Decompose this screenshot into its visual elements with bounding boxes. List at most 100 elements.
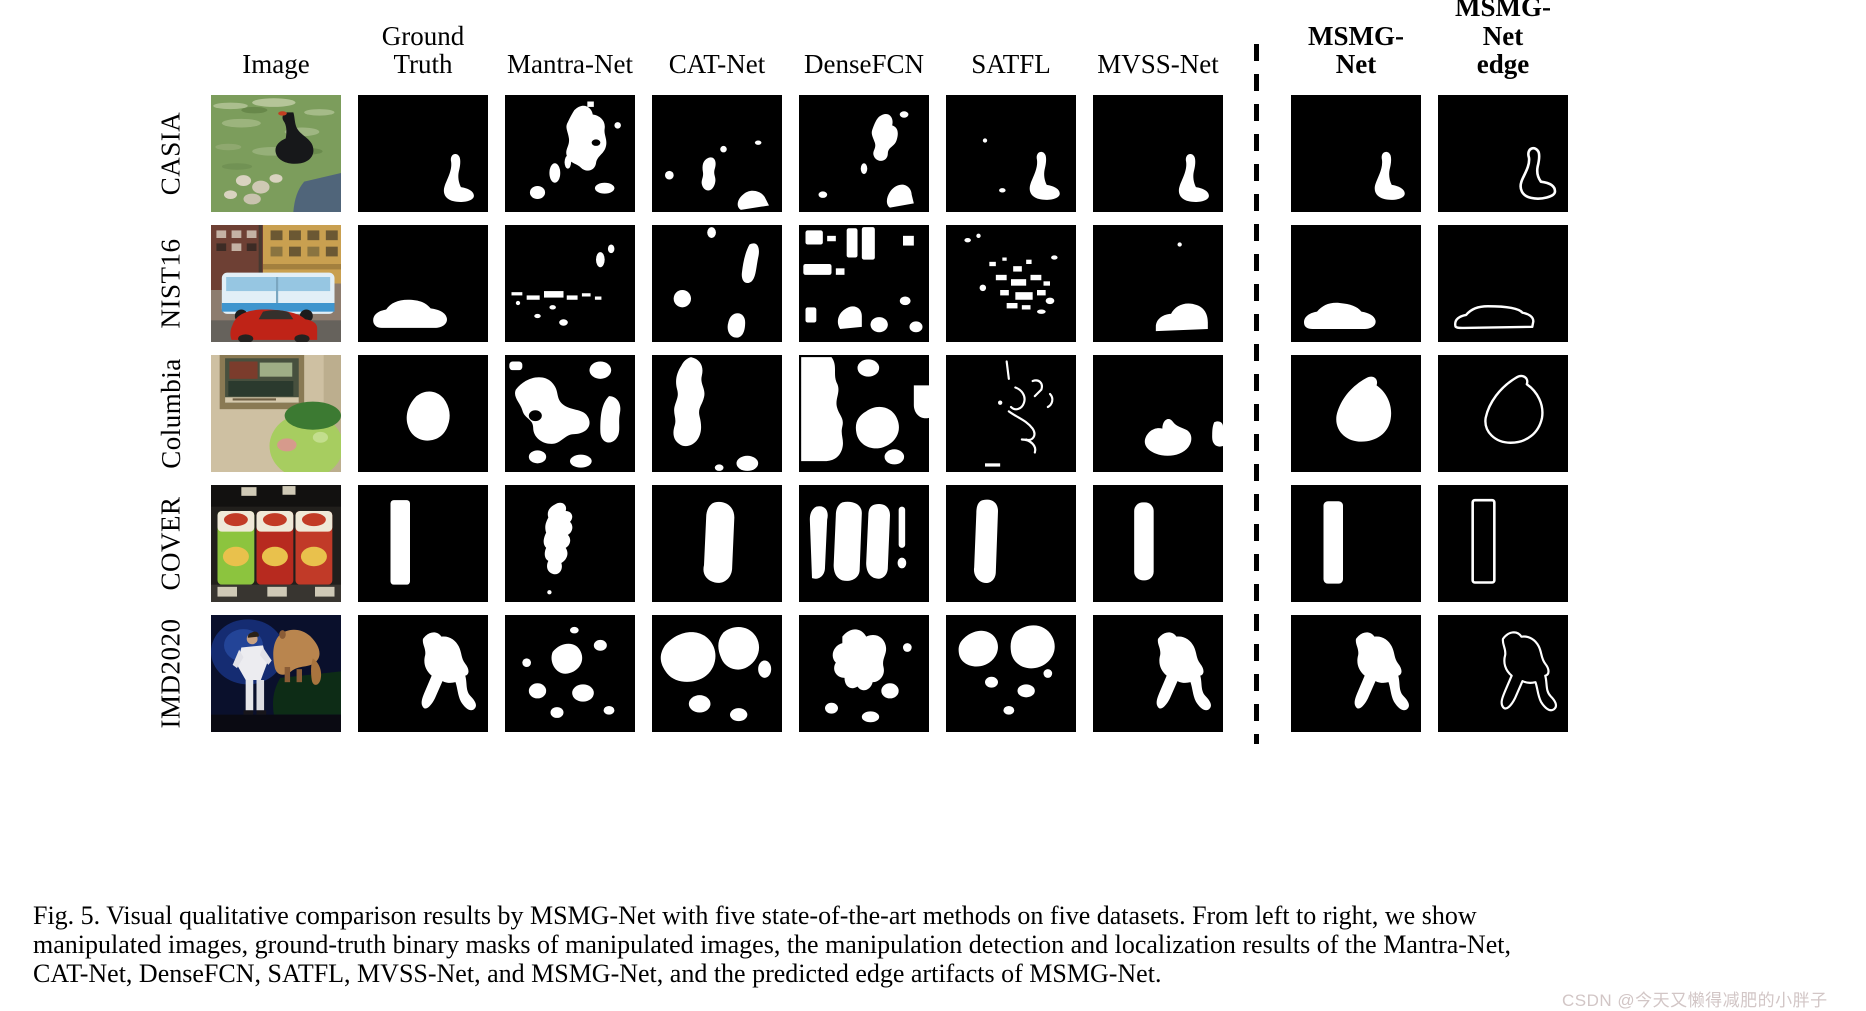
- mask-columbia-satfl: [946, 355, 1076, 472]
- mask-graphic: [799, 355, 929, 472]
- figure-caption: Fig. 5. Visual qualitative comparison re…: [33, 901, 1511, 988]
- mask-imd2020-msmg: [1291, 615, 1421, 732]
- mask-casia-satfl: [946, 95, 1076, 212]
- row-label-columbia: Columbia: [148, 355, 194, 472]
- mask-casia-dense: [799, 95, 929, 212]
- row-label-cover: COVER: [148, 485, 194, 602]
- photo-graphic: [211, 95, 341, 212]
- caption-line-2: manipulated images, ground-truth binary …: [33, 930, 1511, 959]
- mask-columbia-edge: [1438, 355, 1568, 472]
- mask-graphic: [652, 485, 782, 602]
- mask-graphic: [946, 225, 1076, 342]
- row-label-text: IMD2020: [155, 618, 186, 729]
- mask-casia-gt: [358, 95, 488, 212]
- mask-nist16-cat: [652, 225, 782, 342]
- mask-casia-mantra: [505, 95, 635, 212]
- mask-nist16-edge: [1438, 225, 1568, 342]
- photo-casia: [211, 95, 341, 212]
- row-label-text: CASIA: [155, 111, 186, 196]
- mask-imd2020-mvss: [1093, 615, 1223, 732]
- mask-casia-msmg: [1291, 95, 1421, 212]
- column-header-mantra: Mantra-Net: [507, 49, 633, 80]
- mask-imd2020-gt: [358, 615, 488, 732]
- row-label-imd2020: IMD2020: [148, 615, 194, 732]
- mask-graphic: [1291, 615, 1421, 732]
- mask-graphic: [1438, 355, 1568, 472]
- column-divider-dashed-line: [1254, 44, 1259, 744]
- mask-graphic: [358, 225, 488, 342]
- photo-columbia: [211, 355, 341, 472]
- column-header-msmg: MSMG-Net: [1308, 20, 1404, 80]
- photo-graphic: [211, 485, 341, 602]
- comparison-grid: Image Ground Truth Mantra-Net CAT-Net DenseF…: [148, 0, 1568, 732]
- mask-graphic: [799, 485, 929, 602]
- mask-graphic: [652, 355, 782, 472]
- mask-graphic: [1438, 225, 1568, 342]
- mask-graphic: [1093, 615, 1223, 732]
- mask-graphic: [505, 95, 635, 212]
- mask-graphic: [1291, 355, 1421, 472]
- column-header-edge: MSMG-Net edge: [1455, 0, 1551, 80]
- row-label-casia: CASIA: [148, 95, 194, 212]
- photo-graphic: [211, 355, 341, 472]
- mask-graphic: [1438, 95, 1568, 212]
- mask-columbia-gt: [358, 355, 488, 472]
- mask-graphic: [1291, 95, 1421, 212]
- mask-cover-satfl: [946, 485, 1076, 602]
- mask-cover-edge: [1438, 485, 1568, 602]
- mask-graphic: [505, 615, 635, 732]
- mask-graphic: [946, 355, 1076, 472]
- mask-casia-cat: [652, 95, 782, 212]
- mask-imd2020-mantra: [505, 615, 635, 732]
- mask-graphic: [505, 485, 635, 602]
- mask-graphic: [505, 225, 635, 342]
- mask-graphic: [1093, 355, 1223, 472]
- column-header-cat: CAT-Net: [668, 49, 766, 80]
- mask-cover-mvss: [1093, 485, 1223, 602]
- comparison-figure: Image Ground Truth Mantra-Net CAT-Net DenseF…: [148, 0, 1568, 744]
- photo-imd2020: [211, 615, 341, 732]
- mask-columbia-dense: [799, 355, 929, 472]
- mask-nist16-mantra: [505, 225, 635, 342]
- mask-imd2020-edge: [1438, 615, 1568, 732]
- mask-casia-edge: [1438, 95, 1568, 212]
- column-header-gt: Ground Truth: [381, 20, 465, 80]
- mask-graphic: [652, 95, 782, 212]
- mask-graphic: [1093, 225, 1223, 342]
- mask-imd2020-cat: [652, 615, 782, 732]
- watermark: CSDN @今天又懒得减肥的小胖子: [1562, 991, 1828, 1010]
- mask-columbia-msmg: [1291, 355, 1421, 472]
- mask-cover-msmg: [1291, 485, 1421, 602]
- mask-columbia-cat: [652, 355, 782, 472]
- mask-graphic: [505, 355, 635, 472]
- column-header-mvss: MVSS-Net: [1097, 49, 1219, 80]
- column-header-satfl: SATFL: [971, 49, 1051, 80]
- column-header-dense: DenseFCN: [804, 49, 924, 80]
- photo-cover: [211, 485, 341, 602]
- mask-nist16-msmg: [1291, 225, 1421, 342]
- mask-graphic: [946, 95, 1076, 212]
- mask-graphic: [652, 225, 782, 342]
- row-label-nist16: NIST16: [148, 225, 194, 342]
- mask-cover-cat: [652, 485, 782, 602]
- caption-line-3: CAT-Net, DenseFCN, SATFL, MVSS-Net, and …: [33, 959, 1162, 988]
- mask-graphic: [358, 355, 488, 472]
- mask-graphic: [799, 615, 929, 732]
- mask-casia-mvss: [1093, 95, 1223, 212]
- mask-cover-gt: [358, 485, 488, 602]
- mask-nist16-dense: [799, 225, 929, 342]
- mask-graphic: [1438, 615, 1568, 732]
- photo-graphic: [211, 225, 341, 342]
- mask-columbia-mvss: [1093, 355, 1223, 472]
- photo-nist16: [211, 225, 341, 342]
- mask-graphic: [946, 485, 1076, 602]
- mask-columbia-mantra: [505, 355, 635, 472]
- mask-nist16-gt: [358, 225, 488, 342]
- mask-imd2020-dense: [799, 615, 929, 732]
- mask-graphic: [358, 485, 488, 602]
- header-spacer: [148, 8, 194, 82]
- row-label-text: NIST16: [155, 238, 186, 329]
- mask-nist16-mvss: [1093, 225, 1223, 342]
- row-label-text: COVER: [155, 496, 186, 591]
- mask-graphic: [946, 615, 1076, 732]
